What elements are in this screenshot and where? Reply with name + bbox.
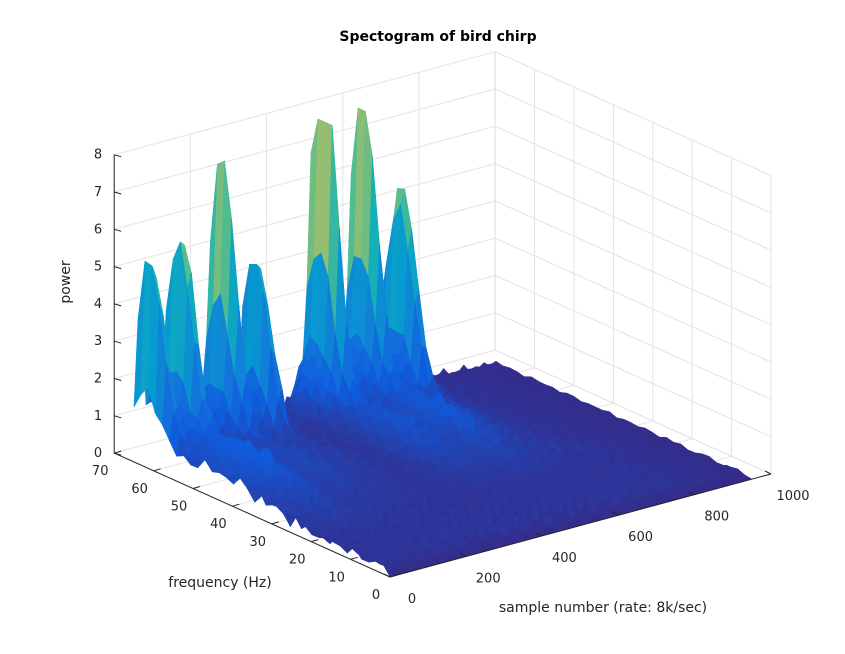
y-axis-line [113, 452, 391, 578]
y-tick-label: 0 [372, 588, 380, 603]
x-tick-mark [383, 573, 391, 578]
y-tick-mark [271, 521, 279, 525]
z-tick-mark [114, 266, 122, 270]
z-tick-mark [114, 228, 122, 232]
x-tick-mark [612, 511, 619, 516]
x-tick-mark [536, 532, 543, 537]
z-axis-label: power [58, 260, 74, 304]
z-tick-label: 2 [94, 372, 102, 387]
z-tick-label: 6 [94, 222, 102, 237]
y-tick-label: 10 [328, 570, 345, 585]
x-axis-line [389, 473, 772, 578]
y-tick-mark [153, 468, 161, 472]
y-tick-mark [350, 556, 358, 560]
y-tick-label: 70 [92, 464, 109, 479]
grid-line [494, 349, 772, 475]
grid-line [494, 200, 772, 326]
y-axis-label: frequency (Hz) [168, 575, 271, 591]
x-tick-label: 600 [628, 530, 653, 545]
z-tick-mark [114, 378, 122, 381]
y-tick-mark [192, 486, 201, 489]
x-tick-label: 1000 [776, 489, 809, 504]
z-tick-mark [114, 452, 122, 456]
z-tick-mark [114, 154, 122, 158]
grid-line [114, 88, 496, 193]
grid-line [114, 125, 496, 230]
grid-line [494, 125, 772, 251]
z-tick-label: 3 [94, 334, 102, 349]
x-tick-mark [688, 491, 696, 496]
y-tick-label: 50 [171, 500, 188, 515]
x-tick-label: 0 [408, 592, 416, 607]
z-tick-label: 7 [94, 185, 102, 200]
y-tick-mark [232, 503, 240, 507]
z-tick-label: 1 [94, 409, 102, 424]
x-tick-mark [764, 470, 772, 475]
x-axis-label: sample number (rate: 8k/sec) [499, 600, 707, 616]
grid-line [114, 51, 496, 156]
x-tick-label: 400 [552, 551, 577, 566]
grid-line [494, 51, 772, 177]
z-tick-mark [114, 191, 122, 195]
z-tick-label: 5 [94, 260, 102, 275]
grid-line [494, 88, 772, 214]
grid-line [494, 163, 772, 288]
z-tick-mark [114, 340, 122, 344]
x-tick-label: 800 [704, 510, 729, 525]
chart-title: Spectogram of bird chirp [339, 29, 536, 45]
x-tick-mark [459, 552, 467, 557]
x-tick-label: 200 [476, 571, 501, 586]
y-tick-mark [311, 539, 319, 543]
y-tick-label: 30 [250, 535, 267, 550]
z-tick-mark [114, 415, 122, 419]
grid-line [494, 312, 772, 438]
y-tick-mark [114, 450, 122, 454]
axes: 0 200 400 600 800 1000 0 10 20 30 40 50 60 70 0 1 2 3 4 5 6 7… [92, 148, 810, 607]
z-tick-label: 8 [94, 148, 102, 163]
grid-line [494, 237, 772, 363]
z-tick-label: 0 [94, 446, 102, 461]
y-tick-label: 60 [131, 482, 148, 497]
z-tick-label: 4 [94, 297, 102, 312]
y-tick-mark [389, 574, 398, 578]
y-tick-label: 20 [289, 553, 306, 568]
surface-plot [133, 107, 753, 578]
z-tick-mark [114, 303, 122, 307]
y-tick-label: 40 [210, 517, 227, 532]
grid-line [114, 163, 496, 268]
grid-line [494, 275, 772, 400]
